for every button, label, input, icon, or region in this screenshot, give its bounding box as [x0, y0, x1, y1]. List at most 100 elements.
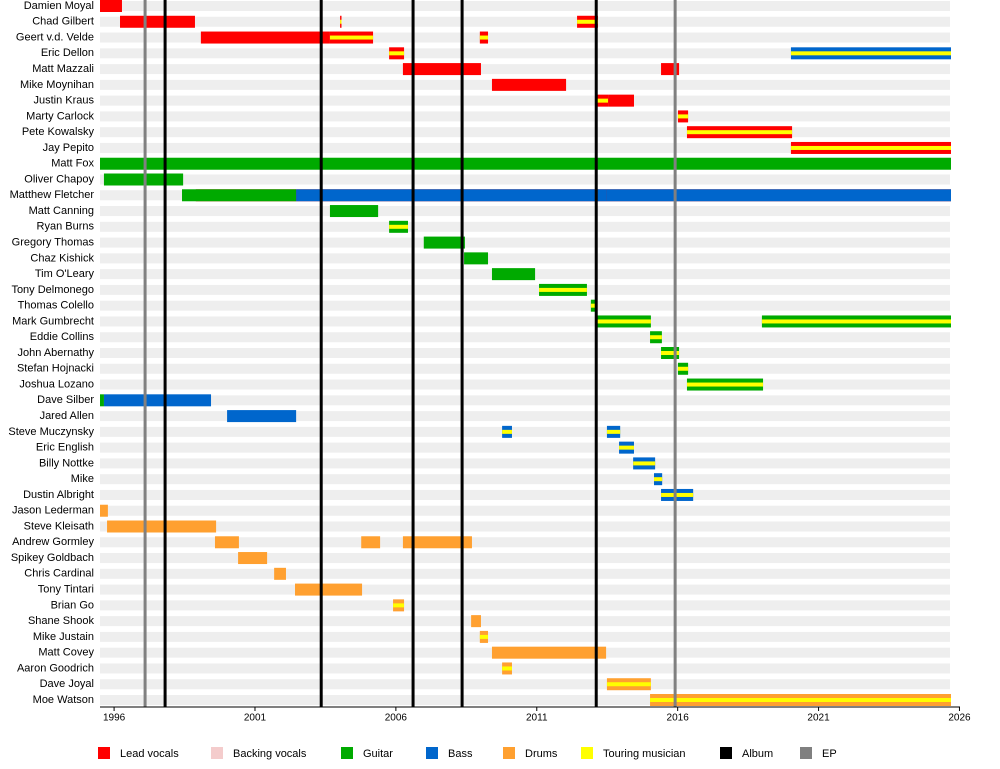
member-label: Jason Lederman: [12, 505, 94, 517]
row-band: [100, 442, 950, 453]
legend-label: Drums: [525, 748, 558, 760]
member-period: [686, 378, 764, 391]
period-bar: [100, 394, 104, 407]
member-label: Eddie Collins: [30, 331, 95, 343]
member-period: [393, 599, 405, 612]
member-label: Chaz Kishick: [30, 252, 94, 264]
row-band: [100, 142, 950, 153]
row-band: [100, 679, 950, 690]
period-bar: [464, 252, 489, 265]
legend-label: Lead vocals: [120, 748, 179, 760]
touring-stripe: [661, 492, 694, 497]
period-bar: [107, 520, 217, 533]
member-label: Gregory Thomas: [12, 236, 95, 248]
period-bar: [402, 536, 472, 549]
row-band: [100, 584, 950, 595]
member-period: [608, 94, 634, 107]
row-band: [100, 237, 950, 248]
x-tick-label: 2021: [807, 713, 830, 724]
member-label: Mike Justain: [33, 631, 94, 643]
legend-label: Touring musician: [603, 748, 686, 760]
touring-stripe: [653, 477, 663, 482]
member-period: [491, 646, 607, 659]
member-period: [227, 410, 297, 423]
row-band: [100, 663, 950, 674]
row-band: [100, 64, 950, 75]
touring-stripe: [577, 19, 598, 24]
x-tick-label: 2001: [244, 713, 267, 724]
row-band: [100, 411, 950, 422]
member-period: [502, 425, 512, 438]
member-period: [502, 662, 512, 675]
row-band: [100, 32, 950, 43]
member-label: Billy Nottke: [39, 457, 94, 469]
touring-stripe: [686, 130, 793, 135]
row-band: [100, 127, 950, 138]
member-period: [619, 441, 634, 454]
period-bar: [491, 268, 536, 281]
touring-stripe: [650, 335, 662, 340]
legend-label: Guitar: [363, 748, 393, 760]
row-band: [100, 379, 950, 390]
x-tick-label: 2016: [667, 713, 690, 724]
member-label: Chad Gilbert: [32, 16, 94, 28]
touring-stripe: [677, 366, 689, 371]
legend-swatch: [503, 747, 515, 759]
legend-swatch: [98, 747, 110, 759]
touring-stripe: [539, 287, 587, 292]
period-bar: [227, 410, 297, 423]
member-period: [471, 615, 481, 628]
touring-stripe: [686, 382, 764, 387]
touring-stripe: [590, 303, 598, 308]
member-period: [790, 141, 951, 154]
member-period: [361, 536, 381, 549]
member-period: [389, 220, 408, 233]
member-period: [653, 473, 663, 486]
row-band: [100, 553, 950, 564]
member-period: [120, 15, 195, 28]
member-label: Matthew Fletcher: [10, 189, 95, 201]
member-period: [103, 173, 184, 186]
member-label: Oliver Chapoy: [24, 173, 94, 185]
x-tick-label: 2026: [948, 713, 971, 724]
row-band: [100, 253, 950, 264]
row-band: [100, 206, 950, 217]
row-band: [100, 537, 950, 548]
row-band: [100, 174, 950, 185]
member-label: Matt Covey: [38, 647, 94, 659]
period-bar: [329, 205, 379, 218]
member-label: Andrew Gormley: [12, 536, 94, 548]
member-period: [389, 47, 405, 60]
member-period: [329, 205, 379, 218]
member-period: [200, 31, 330, 44]
legend-label: EP: [822, 748, 837, 760]
touring-stripe: [606, 429, 621, 434]
member-label: Moe Watson: [33, 694, 94, 706]
row-band: [100, 332, 950, 343]
member-label: Dave Silber: [37, 394, 94, 406]
member-label: Joshua Lozano: [19, 378, 94, 390]
period-bar: [100, 157, 951, 170]
row-band: [100, 695, 950, 705]
member-period: [595, 315, 651, 328]
row-band: [100, 505, 950, 516]
member-period: [686, 126, 793, 139]
member-label: Tony Delmonego: [11, 284, 94, 296]
touring-stripe: [389, 51, 405, 56]
touring-stripe: [633, 461, 656, 466]
legend-swatch: [800, 747, 812, 759]
member-label: Steve Muczynsky: [8, 426, 94, 438]
x-tick-label: 1996: [103, 713, 126, 724]
member-label: Justin Kraus: [33, 95, 94, 107]
period-bar: [100, 504, 108, 517]
period-bar: [471, 615, 481, 628]
row-band: [100, 474, 950, 485]
member-period: [182, 189, 297, 202]
x-tick-label: 2006: [385, 713, 408, 724]
period-bar: [608, 94, 634, 107]
member-label: Tony Tintari: [38, 583, 94, 595]
member-label: Mark Gumbrecht: [12, 315, 94, 327]
member-period: [479, 630, 489, 643]
period-bar: [491, 646, 607, 659]
member-period: [491, 78, 567, 91]
